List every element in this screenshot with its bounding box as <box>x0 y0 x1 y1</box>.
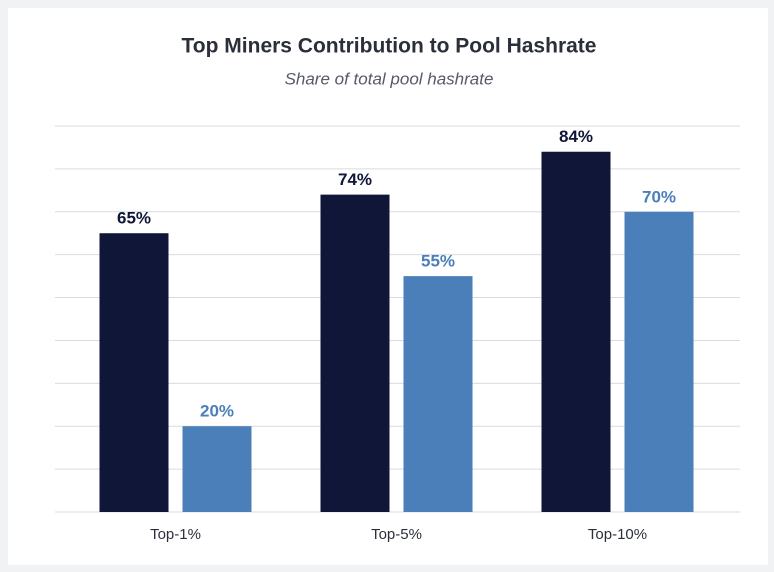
value-label: 20% <box>200 402 234 421</box>
bar <box>624 211 694 512</box>
bar <box>99 233 169 512</box>
x-tick-label: Top-1% <box>150 526 201 543</box>
chart-subtitle: Share of total pool hashrate <box>285 69 494 88</box>
value-label: 70% <box>642 187 676 206</box>
bar <box>541 151 611 512</box>
value-label: 65% <box>117 209 151 228</box>
value-label: 74% <box>338 170 372 189</box>
value-label: 84% <box>559 127 593 146</box>
x-tick-label: Top-5% <box>371 526 422 543</box>
bar <box>403 276 473 512</box>
x-tick-label: Top-10% <box>588 526 647 543</box>
bar <box>320 194 390 512</box>
chart-title: Top Miners Contribution to Pool Hashrate <box>182 35 597 58</box>
value-label: 55% <box>421 252 455 271</box>
bar <box>182 426 252 512</box>
